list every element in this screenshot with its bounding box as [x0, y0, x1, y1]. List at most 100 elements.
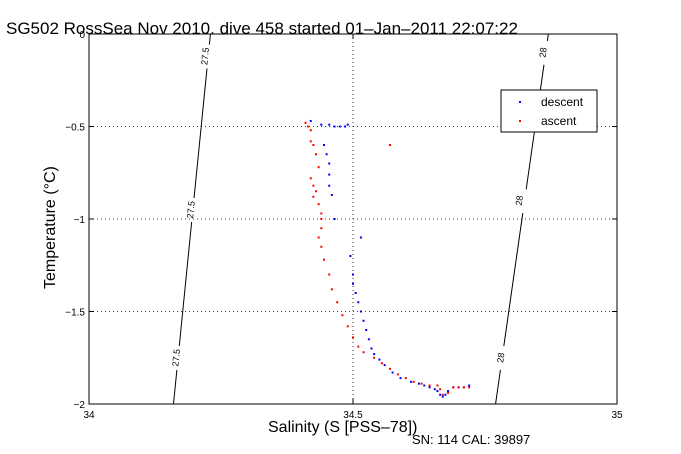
density-contour-line: [193, 68, 208, 199]
descent-point: [330, 193, 333, 196]
density-contour-line: [178, 221, 193, 347]
descent-point: [447, 390, 450, 393]
descent-point: [436, 390, 439, 393]
ascent-point: [315, 190, 318, 193]
ascent-point: [317, 236, 320, 239]
x-tick-label: 34: [83, 410, 95, 421]
descent-point: [399, 377, 402, 380]
ascent-point: [439, 388, 442, 391]
descent-point: [428, 386, 431, 389]
y-tick-label: −2: [74, 400, 86, 411]
ascent-point: [357, 345, 360, 348]
ascent-point: [381, 362, 384, 365]
legend-label-ascent: ascent: [541, 114, 577, 128]
descent-point: [352, 273, 354, 276]
ascent-point: [341, 314, 344, 317]
ascent-point: [428, 384, 431, 387]
ascent-point: [412, 380, 415, 383]
ascent-point: [315, 153, 318, 156]
descent-point: [333, 218, 336, 220]
descent-point: [354, 292, 357, 294]
density-contour-line: [172, 369, 178, 405]
ascent-point: [309, 129, 312, 132]
descent-point: [328, 162, 331, 165]
ascent-point: [396, 373, 399, 376]
ascent-point: [312, 144, 315, 146]
ascent-point: [307, 125, 310, 128]
descent-point: [344, 125, 347, 128]
descent-point: [338, 125, 341, 128]
ascent-point: [317, 166, 320, 169]
ascent-point: [328, 273, 331, 276]
ascent-point: [317, 203, 320, 206]
legend: descent ascent: [500, 89, 598, 133]
ascent-point: [309, 140, 312, 143]
ascent-point: [362, 351, 365, 354]
x-axis-label: Salinity (S [PSS–78]): [268, 419, 417, 436]
ascent-point: [312, 184, 315, 187]
ascent-point: [322, 258, 325, 261]
legend-box: [500, 89, 598, 133]
y-tick-label: −1.5: [65, 308, 85, 319]
density-contour-label: 27.5: [170, 349, 182, 367]
descent-point: [370, 347, 373, 350]
legend-marker-descent: [519, 101, 521, 103]
descent-point: [468, 384, 471, 387]
ascent-point: [462, 386, 465, 389]
descent-point: [325, 153, 328, 156]
density-contour-label: 28: [514, 195, 525, 206]
ascent-point: [320, 245, 323, 248]
y-tick-label: −1: [74, 215, 86, 226]
descent-point: [418, 382, 420, 385]
ascent-point: [404, 377, 407, 380]
descent-point: [328, 184, 331, 187]
ascent-point: [320, 218, 323, 220]
descent-point: [346, 123, 349, 126]
x-tick-label: 35: [611, 410, 623, 421]
descent-point: [320, 123, 323, 126]
descent-point: [333, 125, 336, 128]
ascent-point: [336, 301, 339, 304]
descent-point: [362, 319, 365, 322]
descent-point: [444, 393, 447, 396]
serial-calibration-label: SN: 114 CAL: 39897: [412, 432, 530, 447]
descent-point: [328, 173, 331, 176]
density-contour-label: 27.5: [185, 201, 197, 219]
descent-point: [352, 282, 354, 285]
ascent-point: [452, 386, 455, 389]
ascent-point: [457, 386, 460, 389]
descent-point: [373, 353, 376, 356]
descent-point: [378, 358, 381, 361]
ascent-point: [312, 195, 315, 198]
ascent-point: [388, 367, 391, 370]
descent-point: [349, 255, 352, 257]
descent-point: [328, 123, 331, 126]
descent-point: [441, 395, 444, 398]
descent-point: [359, 310, 362, 313]
descent-point: [423, 384, 426, 387]
density-contour-label: 28: [495, 352, 506, 363]
x-tick-label: 34.5: [343, 410, 363, 421]
descent-point: [433, 388, 436, 391]
legend-marker-ascent: [519, 120, 521, 122]
density-contour-line: [495, 369, 501, 405]
ascent-point: [420, 382, 423, 385]
density-contour-label: 28: [537, 47, 548, 58]
ascent-point: [320, 227, 323, 230]
descent-point: [367, 338, 370, 341]
descent-point: [359, 236, 362, 239]
density-contour-line: [503, 213, 524, 347]
descent-point: [383, 364, 386, 367]
ascent-point: [352, 336, 354, 339]
legend-label-descent: descent: [541, 95, 584, 109]
ascent-point: [436, 384, 439, 387]
ascent-point: [320, 212, 323, 215]
ascent-point: [388, 144, 391, 146]
ascent-point: [304, 121, 307, 124]
ascent-point: [447, 391, 450, 394]
y-axis-label: Temperature (°C): [42, 166, 59, 289]
descent-point: [439, 393, 442, 396]
y-tick-label: −0.5: [65, 123, 85, 134]
descent-point: [365, 329, 368, 331]
